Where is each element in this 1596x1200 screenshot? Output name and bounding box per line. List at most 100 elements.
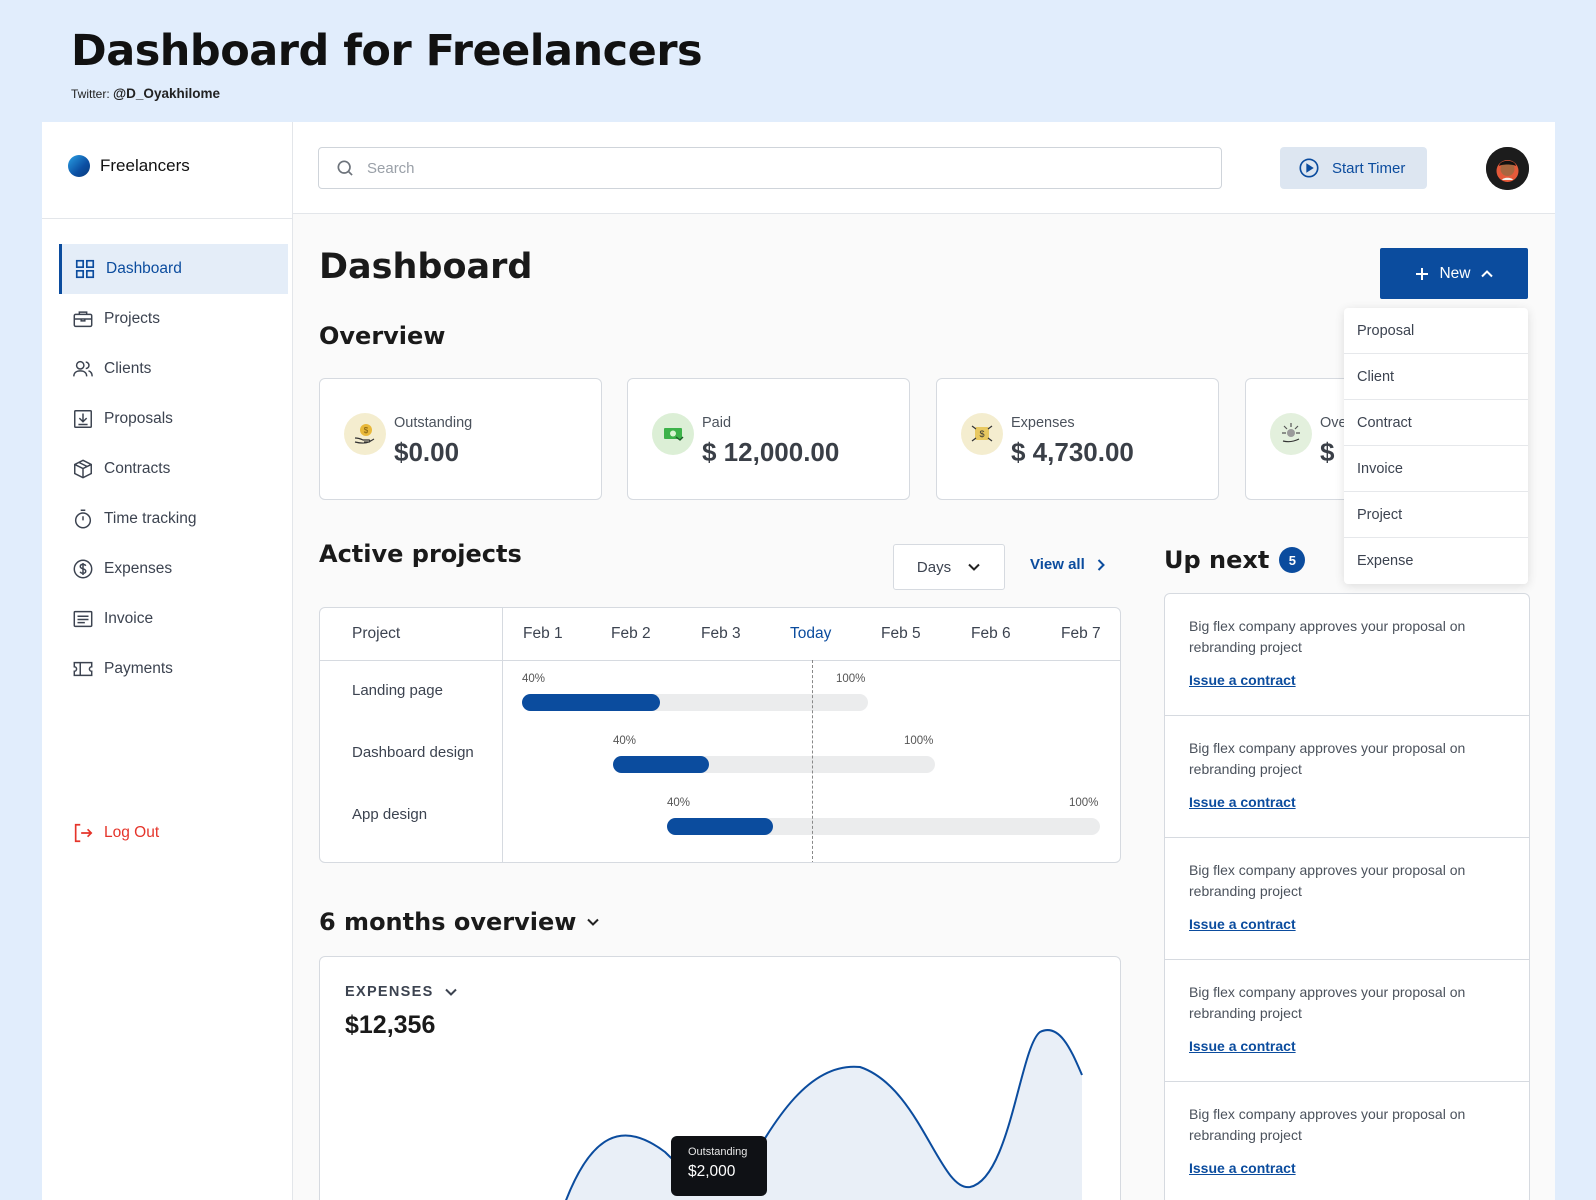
- search-input[interactable]: [367, 159, 1167, 177]
- notification-text: Big flex company approves your proposal …: [1189, 618, 1466, 655]
- days-select[interactable]: Days: [893, 544, 1005, 590]
- progress-start-label: 40%: [522, 673, 546, 685]
- package-icon: [74, 459, 92, 479]
- twitter-credit: Twitter: @D_Oyakhilome: [71, 86, 220, 101]
- area-fill: [566, 1030, 1082, 1200]
- twitter-label: Twitter:: [71, 87, 110, 101]
- brand-logo[interactable]: Freelancers: [68, 155, 190, 177]
- sidebar-item-label: Time tracking: [104, 510, 197, 527]
- svg-text:$: $: [979, 429, 984, 439]
- sidebar-item-label: Clients: [104, 360, 152, 377]
- grid-icon: [75, 259, 95, 279]
- column-header: Project: [352, 625, 401, 642]
- chevron-down-icon: [587, 918, 600, 926]
- stat-card-expenses[interactable]: $ Expenses $ 4,730.00: [936, 378, 1219, 500]
- project-name: App design: [352, 806, 428, 823]
- column-header: Feb 7: [1061, 625, 1101, 642]
- avatar[interactable]: [1486, 147, 1529, 190]
- progress-bar[interactable]: [667, 818, 773, 835]
- stat-card-paid[interactable]: Paid $ 12,000.00: [627, 378, 910, 500]
- view-all-link[interactable]: View all: [1030, 556, 1107, 573]
- search-icon: [337, 160, 353, 176]
- project-name: Landing page: [352, 682, 443, 699]
- stat-card-outstanding[interactable]: $ Outstanding $0.00: [319, 378, 602, 500]
- issue-contract-link[interactable]: Issue a contract: [1189, 672, 1296, 688]
- list-item: Big flex company approves your proposal …: [1165, 838, 1529, 960]
- menu-item-project[interactable]: Project: [1344, 492, 1528, 538]
- sidebar-item-label: Expenses: [104, 560, 173, 577]
- app-window: Freelancers Dashboard Projects Clients P…: [42, 122, 1555, 1200]
- users-icon: [73, 360, 93, 377]
- play-circle-icon: [1299, 158, 1319, 178]
- metric-label: EXPENSES: [345, 984, 434, 1000]
- sidebar-item-expenses[interactable]: Expenses: [59, 544, 288, 594]
- sidebar-item-clients[interactable]: Clients: [59, 344, 288, 394]
- chevron-down-icon: [968, 563, 980, 571]
- six-months-title: 6 months overview: [319, 908, 577, 936]
- issue-contract-link[interactable]: Issue a contract: [1189, 916, 1296, 932]
- metric-select[interactable]: EXPENSES: [345, 984, 458, 1000]
- sidebar-item-invoice[interactable]: Invoice: [59, 594, 288, 644]
- column-header: Feb 2: [611, 625, 651, 642]
- sidebar-item-projects[interactable]: Projects: [59, 294, 288, 344]
- list-item: Big flex company approves your proposal …: [1165, 960, 1529, 1082]
- search-box: [318, 147, 1222, 189]
- sidebar-item-label: Invoice: [104, 610, 154, 627]
- menu-item-client[interactable]: Client: [1344, 354, 1528, 400]
- progress-start-label: 40%: [613, 735, 637, 747]
- twitter-handle: @D_Oyakhilome: [113, 86, 220, 101]
- brand-mark-icon: [68, 155, 90, 177]
- column-header: Feb 6: [971, 625, 1011, 642]
- column-header: Feb 3: [701, 625, 741, 642]
- issue-contract-link[interactable]: Issue a contract: [1189, 794, 1296, 810]
- column-header: Feb 1: [523, 625, 563, 642]
- stat-value: $ 4,730.00: [1011, 437, 1134, 467]
- series-line: [565, 1029, 1083, 1200]
- logout-label: Log Out: [104, 824, 160, 841]
- sidebar-item-label: Projects: [104, 310, 160, 327]
- money-bag-icon: $: [961, 413, 1003, 455]
- menu-item-invoice[interactable]: Invoice: [1344, 446, 1528, 492]
- menu-item-contract[interactable]: Contract: [1344, 400, 1528, 446]
- sidebar-item-contracts[interactable]: Contracts: [59, 444, 288, 494]
- ticket-icon: [73, 661, 93, 677]
- list-item: Big flex company approves your proposal …: [1165, 594, 1529, 716]
- page-heading: Dashboard for Freelancers: [71, 26, 703, 76]
- expenses-area-chart: [565, 1029, 1083, 1200]
- sidebar-item-time-tracking[interactable]: Time tracking: [59, 494, 288, 544]
- issue-contract-link[interactable]: Issue a contract: [1189, 1038, 1296, 1054]
- progress-bar[interactable]: [522, 694, 660, 711]
- stat-label: Ove: [1320, 415, 1347, 431]
- logout-button[interactable]: Log Out: [72, 822, 159, 844]
- list-item: Big flex company approves your proposal …: [1165, 1082, 1529, 1200]
- stat-label: Outstanding: [394, 415, 473, 431]
- up-next-list: Big flex company approves your proposal …: [1164, 593, 1530, 1200]
- notification-text: Big flex company approves your proposal …: [1189, 862, 1466, 899]
- plus-icon: [1416, 267, 1429, 280]
- chevron-up-icon: [1480, 269, 1493, 277]
- column-divider: [502, 608, 503, 862]
- up-next-title: Up next: [1164, 546, 1270, 574]
- sidebar-item-label: Proposals: [104, 410, 173, 427]
- today-marker: [812, 660, 813, 862]
- progress-track: [667, 818, 1100, 835]
- sidebar-item-label: Dashboard: [106, 260, 182, 277]
- up-next-header: Up next 5: [1164, 546, 1306, 574]
- six-months-dropdown[interactable]: 6 months overview: [319, 908, 600, 936]
- menu-item-expense[interactable]: Expense: [1357, 553, 1414, 569]
- issue-contract-link[interactable]: Issue a contract: [1189, 1160, 1296, 1176]
- column-header-today: Today: [790, 625, 832, 642]
- column-header: Feb 5: [881, 625, 921, 642]
- progress-bar[interactable]: [613, 756, 709, 773]
- sidebar-item-payments[interactable]: Payments: [59, 644, 288, 694]
- sidebar-item-proposals[interactable]: Proposals: [59, 394, 288, 444]
- menu-item-proposal[interactable]: Proposal: [1344, 308, 1528, 354]
- start-timer-label: Start Timer: [1332, 159, 1406, 177]
- logout-icon: [74, 823, 93, 843]
- notification-text: Big flex company approves your proposal …: [1189, 740, 1466, 777]
- sidebar: Freelancers Dashboard Projects Clients P…: [42, 122, 293, 1200]
- new-button[interactable]: New: [1380, 248, 1528, 299]
- sidebar-item-dashboard[interactable]: Dashboard: [59, 244, 288, 294]
- stat-label: Expenses: [1011, 415, 1075, 431]
- start-timer-button[interactable]: Start Timer: [1280, 147, 1427, 189]
